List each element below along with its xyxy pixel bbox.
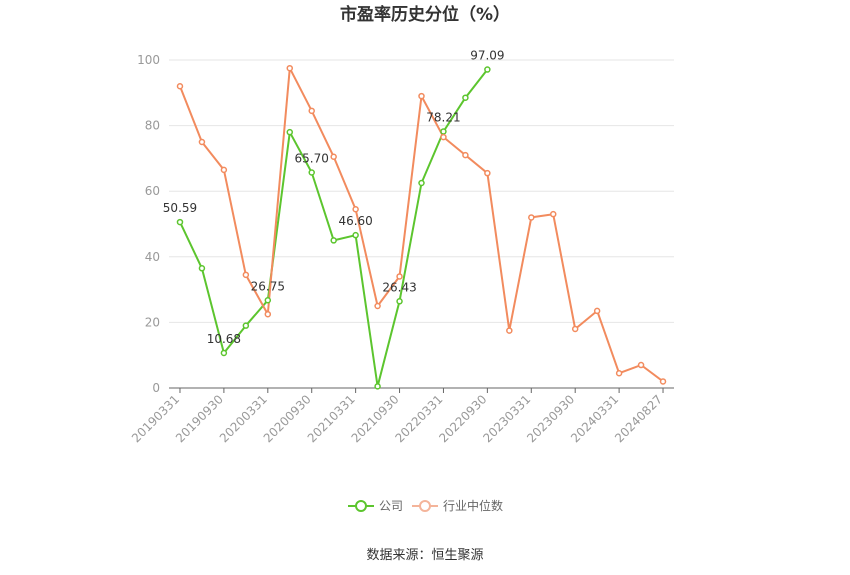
data-point-0 bbox=[286, 128, 294, 136]
data-point-1 bbox=[549, 210, 557, 218]
legend-industry-marker bbox=[419, 500, 431, 512]
y-tick-label: 100 bbox=[137, 53, 160, 67]
grid-lines bbox=[169, 59, 674, 323]
data-point-1 bbox=[659, 378, 667, 385]
series-line-1 bbox=[179, 67, 664, 383]
data-point-1 bbox=[352, 205, 359, 213]
data-point-1 bbox=[176, 82, 184, 90]
data-point-1 bbox=[593, 307, 601, 315]
data-point-0 bbox=[374, 383, 381, 390]
data-point-1 bbox=[506, 327, 513, 334]
data-point-0 bbox=[396, 298, 403, 305]
data-point-1 bbox=[220, 166, 228, 174]
x-tick-label: 20240827 bbox=[612, 392, 665, 445]
y-tick-label: 0 bbox=[152, 381, 160, 395]
data-point-1 bbox=[264, 310, 272, 318]
data-point-1 bbox=[396, 273, 403, 280]
legend-company-marker bbox=[355, 500, 367, 512]
data-point-0 bbox=[484, 66, 491, 73]
data-point-0 bbox=[242, 322, 250, 329]
series-lines bbox=[179, 67, 664, 388]
legend-company-label: 公司 bbox=[379, 499, 403, 513]
data-label: 46.60 bbox=[338, 214, 372, 228]
data-label: 50.59 bbox=[163, 201, 197, 215]
data-point-1 bbox=[528, 214, 535, 221]
y-tick-label: 80 bbox=[145, 119, 160, 133]
data-label: 65.70 bbox=[295, 152, 329, 166]
data-point-1 bbox=[418, 92, 425, 100]
data-point-1 bbox=[484, 169, 491, 177]
data-label: 10.68 bbox=[207, 332, 241, 346]
y-tick-label: 40 bbox=[145, 250, 160, 264]
data-label: 78.21 bbox=[426, 110, 460, 124]
y-tick-label: 20 bbox=[145, 315, 160, 329]
data-point-0 bbox=[176, 218, 184, 226]
data-point-1 bbox=[374, 302, 381, 310]
data-label: 26.43 bbox=[382, 280, 416, 294]
data-point-1 bbox=[198, 138, 206, 146]
legend-item-company[interactable]: 公司 bbox=[348, 499, 403, 513]
series-points bbox=[176, 64, 667, 390]
y-tick-label: 60 bbox=[145, 184, 160, 198]
x-axis: 2019033120190930202003312020093020210331… bbox=[129, 387, 674, 445]
data-point-1 bbox=[308, 107, 315, 115]
legend-industry-label: 行业中位数 bbox=[443, 498, 503, 513]
legend[interactable]: 公司 行业中位数 bbox=[348, 498, 503, 513]
data-point-0 bbox=[440, 128, 447, 135]
data-point-0 bbox=[330, 237, 337, 244]
data-point-0 bbox=[198, 265, 206, 272]
data-point-1 bbox=[462, 151, 469, 159]
data-source: 数据来源：恒生聚源 bbox=[366, 548, 483, 563]
data-labels: 50.59 10.68 26.75 65.70 46.60 26.43 78.21 97.09 bbox=[163, 49, 505, 346]
data-label: 26.75 bbox=[251, 279, 285, 293]
y-axis: 0 20 40 60 80 100 bbox=[137, 53, 160, 395]
data-point-1 bbox=[286, 64, 294, 72]
data-point-1 bbox=[330, 153, 337, 161]
data-point-0 bbox=[308, 169, 315, 176]
data-point-1 bbox=[615, 369, 623, 377]
data-point-0 bbox=[220, 349, 228, 357]
data-point-1 bbox=[440, 133, 447, 141]
data-point-0 bbox=[418, 179, 425, 187]
data-point-0 bbox=[352, 231, 359, 239]
data-point-1 bbox=[637, 361, 645, 369]
data-point-1 bbox=[571, 325, 579, 333]
data-point-0 bbox=[264, 297, 272, 304]
legend-item-industry[interactable]: 行业中位数 bbox=[412, 498, 503, 513]
data-point-1 bbox=[242, 271, 250, 279]
chart-title: 市盈率历史分位（%） bbox=[340, 4, 510, 25]
data-label: 97.09 bbox=[470, 49, 504, 63]
data-point-0 bbox=[462, 94, 469, 101]
